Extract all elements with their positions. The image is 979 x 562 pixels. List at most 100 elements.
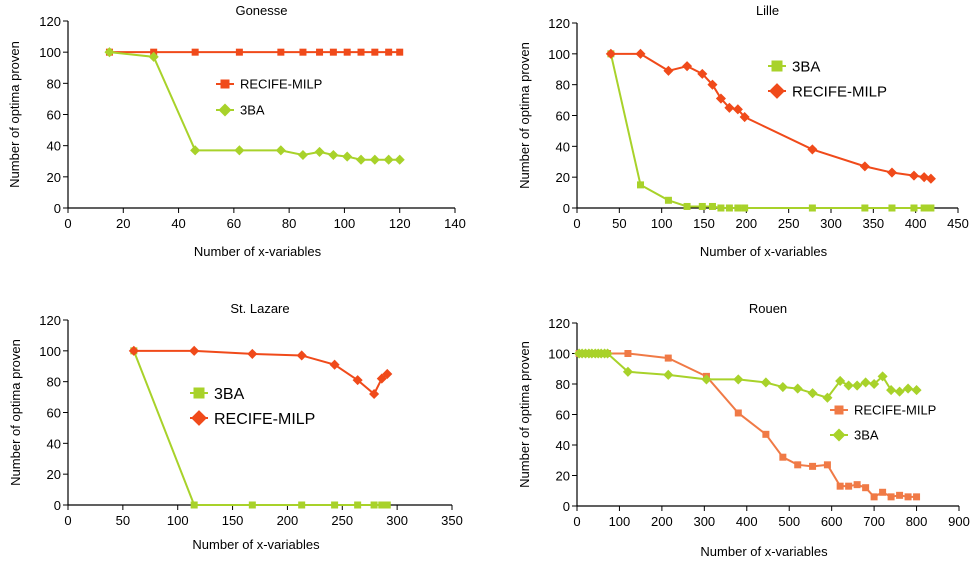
data-point bbox=[682, 61, 693, 72]
data-point bbox=[248, 501, 256, 509]
data-point bbox=[760, 377, 771, 388]
y-tick-label: 100 bbox=[39, 45, 61, 60]
data-point bbox=[605, 48, 616, 59]
x-tick-label: 20 bbox=[116, 216, 130, 231]
data-point bbox=[298, 501, 306, 509]
series-3BA: 3BA bbox=[130, 347, 391, 509]
data-point bbox=[624, 350, 632, 357]
data-point bbox=[853, 481, 861, 489]
data-point bbox=[299, 48, 307, 56]
legend-marker bbox=[193, 387, 205, 399]
y-tick-label: 100 bbox=[548, 347, 570, 362]
data-point bbox=[370, 501, 378, 509]
legend-marker bbox=[771, 60, 783, 72]
legend-label: 3BA bbox=[792, 58, 820, 75]
data-point bbox=[396, 48, 404, 56]
data-point bbox=[836, 482, 844, 490]
data-point bbox=[189, 345, 200, 356]
data-point bbox=[911, 385, 922, 396]
x-tick-label: 350 bbox=[862, 216, 884, 231]
chart-0: Gonesse 0 20 40 60 80 100 120 0 20 40 60 80 100 120 140… bbox=[7, 3, 466, 259]
y-axis-label: Number of optima proven bbox=[7, 41, 22, 188]
x-tick-label: 900 bbox=[948, 514, 970, 529]
data-point bbox=[701, 374, 712, 385]
data-point bbox=[919, 172, 930, 183]
chart-title: Gonesse bbox=[235, 3, 287, 18]
y-tick-label: 60 bbox=[47, 406, 61, 421]
data-point bbox=[637, 181, 644, 189]
y-tick-label: 80 bbox=[556, 377, 570, 392]
data-point bbox=[910, 204, 918, 212]
x-tick-label: 450 bbox=[947, 216, 969, 231]
data-point bbox=[382, 368, 393, 379]
x-tick-label: 300 bbox=[820, 216, 842, 231]
data-point bbox=[104, 47, 115, 58]
data-point bbox=[886, 385, 897, 396]
y-tick-label: 40 bbox=[556, 139, 570, 154]
data-point bbox=[275, 145, 286, 156]
y-tick-label: 80 bbox=[47, 76, 61, 91]
data-point bbox=[734, 409, 742, 417]
data-point bbox=[859, 161, 870, 172]
x-tick-label: 150 bbox=[693, 216, 715, 231]
data-point bbox=[870, 493, 878, 501]
data-point bbox=[664, 196, 672, 204]
legend-label: 3BA bbox=[854, 428, 879, 443]
data-point bbox=[869, 378, 880, 390]
data-point bbox=[860, 377, 871, 388]
data-point bbox=[835, 375, 846, 386]
chart-title: Rouen bbox=[749, 301, 787, 316]
y-tick-label: 120 bbox=[39, 14, 61, 29]
data-point bbox=[908, 170, 920, 181]
x-tick-label: 140 bbox=[444, 216, 466, 231]
x-tick-label: 40 bbox=[171, 216, 185, 231]
data-point bbox=[683, 202, 691, 210]
x-axis-label: Number of x-variables bbox=[700, 244, 828, 259]
data-point bbox=[343, 48, 351, 56]
x-tick-label: 600 bbox=[821, 514, 843, 529]
y-tick-label: 100 bbox=[548, 47, 570, 62]
legend-marker bbox=[218, 103, 232, 117]
data-point bbox=[383, 154, 394, 165]
data-point bbox=[779, 453, 787, 461]
y-tick-label: 0 bbox=[54, 201, 61, 216]
data-point bbox=[707, 79, 718, 90]
data-point bbox=[861, 204, 869, 212]
data-point bbox=[342, 151, 353, 162]
x-tick-label: 500 bbox=[778, 514, 800, 529]
data-point bbox=[715, 93, 726, 104]
x-tick-label: 250 bbox=[778, 216, 800, 231]
data-point bbox=[664, 354, 672, 362]
data-point bbox=[862, 484, 870, 492]
y-tick-label: 20 bbox=[556, 170, 570, 185]
data-point bbox=[708, 202, 716, 210]
y-tick-label: 80 bbox=[47, 375, 61, 390]
data-point bbox=[385, 48, 393, 56]
data-point bbox=[235, 48, 243, 56]
data-point bbox=[378, 501, 386, 509]
x-tick-label: 100 bbox=[167, 513, 189, 528]
data-point bbox=[331, 501, 339, 509]
y-axis-label: Number of optima proven bbox=[517, 341, 532, 488]
data-point bbox=[809, 462, 817, 470]
x-axis-label: Number of x-variables bbox=[194, 244, 322, 259]
y-tick-label: 60 bbox=[556, 109, 570, 124]
data-point bbox=[297, 149, 309, 161]
y-tick-label: 120 bbox=[39, 313, 61, 328]
x-tick-label: 300 bbox=[386, 513, 408, 528]
x-tick-label: 350 bbox=[441, 513, 463, 528]
data-point bbox=[371, 48, 379, 56]
chart-title: Lille bbox=[756, 3, 779, 18]
series-RECIFE-MILP: RECIFE-MILP bbox=[128, 345, 393, 428]
x-tick-label: 800 bbox=[906, 514, 928, 529]
data-point bbox=[852, 380, 863, 391]
data-point bbox=[296, 350, 307, 361]
legend-label: RECIFE-MILP bbox=[214, 411, 315, 428]
data-point bbox=[369, 388, 380, 400]
legend-marker bbox=[769, 83, 785, 99]
data-point bbox=[329, 359, 340, 370]
data-point bbox=[823, 461, 831, 469]
data-point bbox=[920, 204, 928, 212]
data-point bbox=[739, 112, 750, 123]
data-point bbox=[762, 430, 770, 438]
